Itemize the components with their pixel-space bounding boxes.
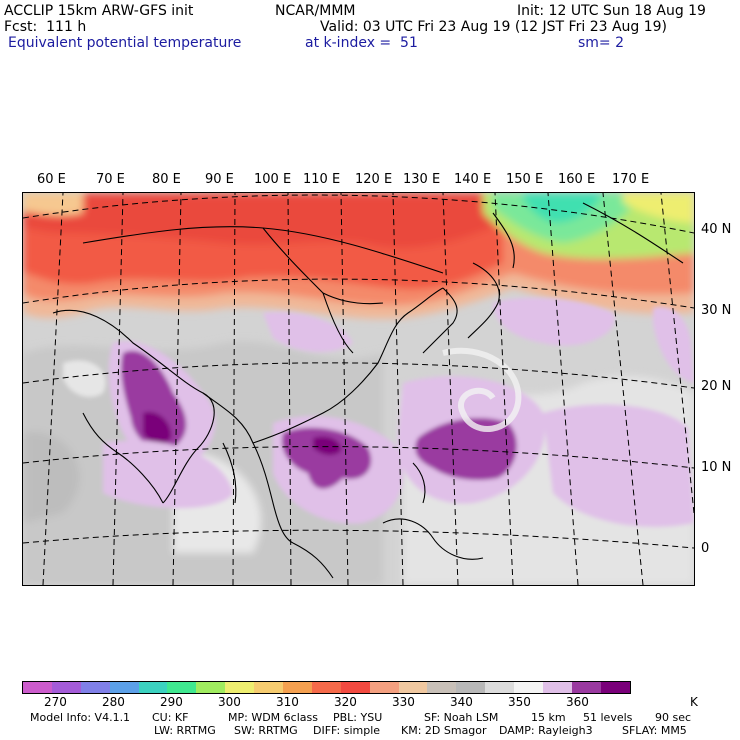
colorbar	[22, 681, 631, 694]
model-info: Model Info: V4.1.1	[30, 711, 131, 724]
colorbar-segment	[254, 682, 284, 693]
lon-label: 120 E	[355, 172, 393, 187]
colorbar-unit: K	[690, 695, 698, 709]
lon-label: 70 E	[96, 172, 125, 187]
lon-label: 130 E	[403, 172, 441, 187]
lat-label: 10 N	[701, 460, 732, 475]
lon-label: 90 E	[205, 172, 234, 187]
colorbar-segment	[283, 682, 312, 693]
lon-label: 100 E	[254, 172, 292, 187]
lon-label: 140 E	[454, 172, 492, 187]
km-option: KM: 2D Smagor	[401, 724, 487, 737]
colorbar-segment	[514, 682, 544, 693]
lat-label: 30 N	[701, 303, 732, 318]
lon-label: 170 E	[612, 172, 650, 187]
timestep: 90 sec	[655, 711, 692, 724]
colorbar-segment	[485, 682, 515, 693]
colorbar-segment	[311, 682, 341, 693]
valid-time: Valid: 03 UTC Fri 23 Aug 19 (12 JST Fri …	[320, 19, 668, 35]
lon-label: 110 E	[303, 172, 341, 187]
colorbar-segment	[398, 682, 428, 693]
colorbar-segment	[571, 682, 601, 693]
smoothing: sm= 2	[578, 35, 625, 51]
pbl-scheme: PBL: YSU	[333, 711, 383, 724]
colorbar-tick: 320	[334, 695, 357, 709]
forecast-hour: Fcst: 111 h	[4, 19, 87, 35]
colorbar-segment	[23, 682, 52, 693]
colorbar-tick: 360	[566, 695, 589, 709]
colorbar-segment	[543, 682, 572, 693]
colorbar-segment	[340, 682, 370, 693]
colorbar-tick: 290	[160, 695, 183, 709]
init-time: Init: 12 UTC Sun 18 Aug 19	[517, 3, 706, 19]
surface-scheme: SF: Noah LSM	[424, 711, 499, 724]
damping-option: DAMP: Rayleigh3	[499, 724, 593, 737]
resolution: 15 km	[531, 711, 566, 724]
level-index: at k-index = 51	[305, 35, 418, 51]
lon-label: 150 E	[506, 172, 544, 187]
lon-label: 80 E	[152, 172, 181, 187]
lat-label: 0	[701, 541, 710, 556]
lon-label: 160 E	[558, 172, 596, 187]
vertical-levels: 51 levels	[583, 711, 633, 724]
colorbar-segment	[600, 682, 630, 693]
colorbar-tick: 270	[44, 695, 67, 709]
longwave-scheme: LW: RRTMG	[154, 724, 216, 737]
model-title: ACCLIP 15km ARW-GFS init	[4, 3, 194, 19]
colorbar-segment	[456, 682, 486, 693]
colorbar-tick: 280	[102, 695, 125, 709]
colorbar-segment	[427, 682, 457, 693]
colorbar-segment	[109, 682, 139, 693]
shortwave-scheme: SW: RRTMG	[234, 724, 298, 737]
colorbar-tick: 330	[392, 695, 415, 709]
colorbar-segment	[196, 682, 226, 693]
organization: NCAR/MMM	[275, 3, 356, 19]
surface-layer-scheme: SFLAY: MM5	[622, 724, 687, 737]
colorbar-segment	[369, 682, 399, 693]
cumulus-scheme: CU: KF	[152, 711, 189, 724]
field-name: Equivalent potential temperature	[8, 35, 242, 51]
lat-label: 40 N	[701, 222, 732, 237]
diffusion-option: DIFF: simple	[313, 724, 381, 737]
microphysics-scheme: MP: WDM 6class	[228, 711, 318, 724]
colorbar-segment	[51, 682, 81, 693]
colorbar-tick: 350	[508, 695, 531, 709]
colorbar-tick: 340	[450, 695, 473, 709]
colorbar-segment	[225, 682, 255, 693]
lat-label: 20 N	[701, 379, 732, 394]
colorbar-segment	[138, 682, 168, 693]
lon-label: 60 E	[37, 172, 66, 187]
colorbar-segment	[80, 682, 110, 693]
colorbar-segment	[167, 682, 197, 693]
colorbar-tick: 310	[276, 695, 299, 709]
theta-e-map	[22, 192, 695, 586]
colorbar-tick: 300	[218, 695, 241, 709]
